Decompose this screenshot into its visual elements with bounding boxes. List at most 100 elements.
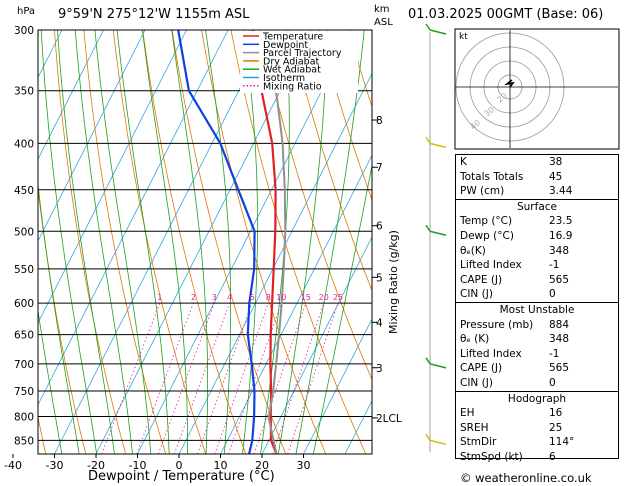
mixing-ratio-tick-label: 10 — [276, 293, 286, 302]
mixing-ratio-axis-label: Mixing Ratio (g/kg) — [387, 230, 400, 334]
table-value: 3.44 — [549, 185, 573, 198]
mixing-ratio-line — [136, 302, 194, 454]
height-tick-label: 2LCL — [376, 413, 402, 425]
height-tick-label: 3 — [376, 363, 383, 375]
height-unit-asl: ASL — [374, 17, 393, 28]
temperature-tick-label: 30 — [297, 459, 311, 472]
pressure-tick-label: 400 — [14, 138, 34, 150]
table-value: 16.9 — [549, 229, 573, 242]
dry-adiabat-line — [260, 30, 372, 381]
table-key: EH — [460, 407, 475, 420]
legend-entry-label: Mixing Ratio — [263, 81, 322, 92]
table-key: Temp (°C) — [460, 215, 513, 228]
table-key: θₑ (K) — [460, 333, 490, 346]
isotherm-line — [178, 72, 372, 454]
pressure-tick-label: 500 — [14, 226, 34, 238]
datetime-title: 01.03.2025 00GMT (Base: 06) — [408, 7, 604, 22]
table-value: 884 — [549, 318, 570, 331]
wind-barb — [429, 230, 447, 236]
pressure-tick-label: 750 — [14, 386, 34, 398]
mixing-ratio-tick-label: 8 — [266, 293, 271, 302]
hodograph-section-title: Hodograph — [456, 390, 618, 407]
copyright-footer: © weatheronline.co.uk — [460, 471, 592, 485]
dry-adiabat-line — [83, 30, 167, 454]
table-value: 348 — [549, 333, 570, 346]
table-key: Dewp (°C) — [460, 229, 514, 242]
hodograph-row: StmDir 114° — [456, 435, 618, 450]
surface-row: θₑ(K) 348 — [456, 244, 618, 259]
mixing-ratio-tick-label: 1 — [157, 293, 162, 302]
table-value: 25 — [549, 421, 563, 434]
isotherm-line — [54, 30, 270, 454]
temperature-tick-label: -30 — [46, 459, 64, 472]
wet-adiabat-line — [171, 30, 208, 454]
hodograph-row: EH 16 — [456, 406, 618, 421]
wet-adiabat-line — [277, 30, 328, 454]
temperature-tick-label: 10 — [214, 459, 228, 472]
index-row: PW (cm) 3.44 — [456, 184, 618, 199]
mixing-ratio-line — [228, 302, 282, 454]
series-parcel-trajectory-line — [267, 90, 287, 454]
pressure-tick-label: 650 — [14, 330, 34, 342]
plot-frame — [37, 29, 373, 455]
height-unit-km: km — [374, 4, 390, 15]
wind-barb — [429, 29, 447, 35]
pressure-tick-label: 450 — [14, 185, 34, 197]
temperature-tick-label: 20 — [255, 459, 269, 472]
table-value: 38 — [549, 156, 563, 168]
table-value: 23.5 — [549, 215, 573, 228]
table-value: -1 — [549, 347, 560, 360]
wind-barb-feather — [425, 23, 431, 31]
table-value: 6 — [549, 450, 556, 463]
wet-adiabat-line — [38, 308, 63, 454]
surface-row: CIN (J) 0 — [456, 287, 618, 302]
table-value: 565 — [549, 362, 570, 375]
dry-adiabat-line — [171, 30, 287, 454]
surface-row: Dewp (°C) 16.9 — [456, 229, 618, 244]
surface-section-title: Surface — [456, 198, 618, 215]
table-key: Lifted Index — [460, 259, 522, 272]
table-key: Lifted Index — [460, 347, 522, 360]
wet-adiabat-line — [242, 30, 258, 454]
table-key: CAPE (J) — [460, 362, 503, 375]
wind-barb-feather — [425, 136, 431, 144]
pressure-tick-label: 600 — [14, 298, 34, 310]
table-value: 348 — [549, 244, 570, 257]
wet-adiabat-line — [260, 30, 290, 454]
temperature-tick-label: -20 — [87, 459, 105, 472]
wet-adiabat-line — [142, 30, 188, 454]
wind-barb — [429, 142, 447, 149]
isotherm-line — [303, 318, 372, 454]
isotherm-line — [38, 30, 146, 242]
mixing-ratio-line — [157, 302, 215, 454]
isotherm-line — [220, 154, 372, 454]
pressure-tick-label: 850 — [14, 435, 34, 447]
table-key: CIN (J) — [460, 288, 493, 301]
surface-row: Lifted Index -1 — [456, 258, 618, 273]
mixing-ratio-tick-label: 20 — [319, 293, 329, 302]
table-value: 0 — [549, 376, 556, 389]
mixing-ratio-line — [173, 302, 230, 454]
table-key: Pressure (mb) — [460, 318, 534, 331]
pressure-tick-label: 300 — [14, 25, 34, 37]
wet-adiabat-line — [295, 30, 365, 454]
legend-entry-label: Dry Adiabat — [263, 56, 320, 67]
location-title: 9°59'N 275°12'W 1155m ASL — [58, 7, 250, 22]
hodograph-trace — [504, 79, 515, 88]
table-key: StmSpd (kt) — [460, 450, 523, 463]
wind-barb-feather — [425, 357, 431, 365]
isotherm-line — [38, 30, 104, 161]
pressure-tick-label: 550 — [14, 264, 34, 276]
plot-area — [38, 30, 372, 454]
isotherm-line — [261, 236, 372, 454]
hodograph-row: SREH 25 — [456, 421, 618, 436]
wind-barb — [429, 363, 447, 369]
isotherm-line — [137, 30, 353, 454]
wet-adiabat-line — [313, 163, 372, 454]
dry-adiabat-line — [54, 30, 127, 454]
temperature-tick-label: -10 — [129, 459, 147, 472]
hodograph-unit-label: kt — [459, 32, 468, 42]
wind-barb-feather — [425, 433, 431, 441]
